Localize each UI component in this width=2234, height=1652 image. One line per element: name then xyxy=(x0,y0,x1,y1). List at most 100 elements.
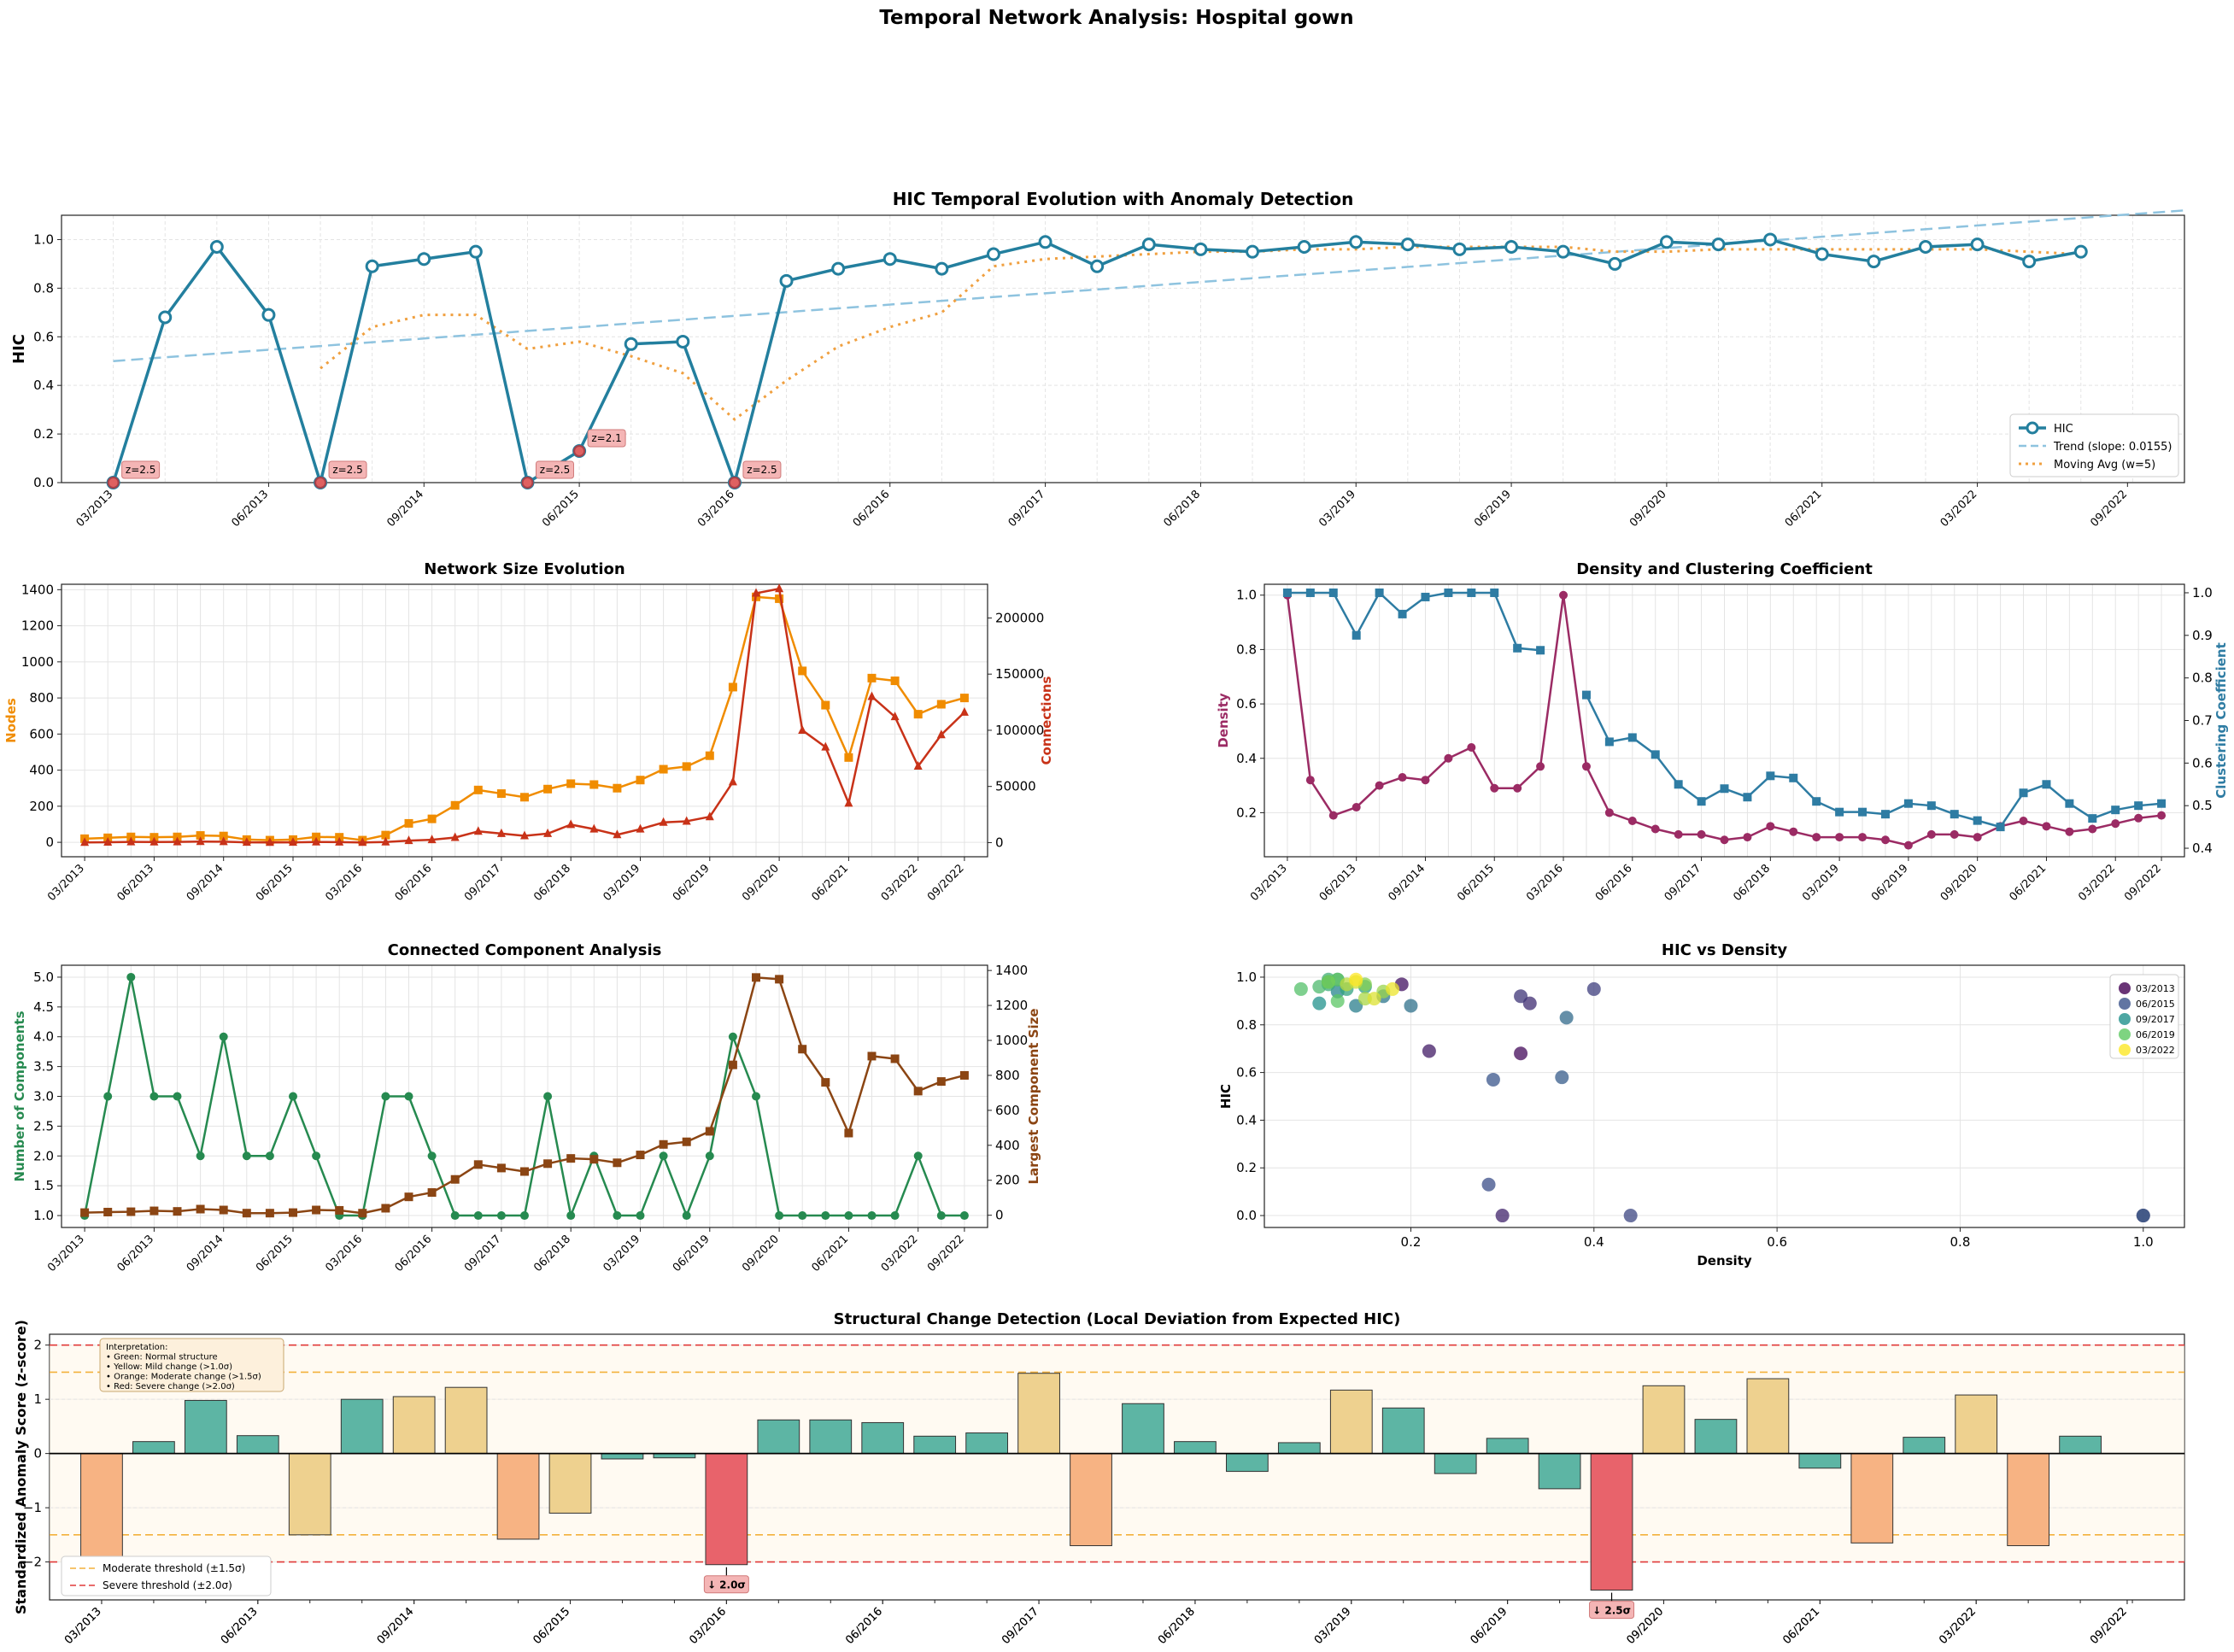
clustering-point xyxy=(1812,797,1821,806)
y2-tick-label: 1000 xyxy=(995,1033,1028,1048)
density-point xyxy=(1375,781,1384,790)
density-point xyxy=(2157,811,2167,820)
anomaly-bar xyxy=(1642,1385,1686,1455)
chart-title: Structural Change Detection (Local Devia… xyxy=(834,1310,1401,1328)
anomaly-bar xyxy=(809,1419,853,1455)
y-tick-label: 2.0 xyxy=(33,1148,54,1163)
largest-component-point xyxy=(496,1163,506,1173)
clustering-point xyxy=(1627,733,1637,742)
largest-component-point xyxy=(473,1160,483,1169)
y-tick-label: 2.5 xyxy=(33,1118,54,1134)
clustering-point xyxy=(2019,788,2028,798)
connections-point xyxy=(566,819,576,829)
largest-component-point xyxy=(821,1078,830,1087)
components-point xyxy=(936,1211,946,1221)
x-tick-label: 06/2013 xyxy=(1317,862,1359,904)
largest-component-point xyxy=(566,1154,576,1163)
x-tick-label: 03/2016 xyxy=(323,1233,365,1274)
x-tick-label: 06/2018 xyxy=(531,862,573,904)
clustering-point xyxy=(1305,588,1315,597)
hic-point xyxy=(1608,256,1622,271)
chart-title: Density and Clustering Coefficient xyxy=(1576,560,1873,578)
connections-point xyxy=(821,741,830,751)
components-point xyxy=(566,1211,576,1221)
y-tick-label: 4.5 xyxy=(33,999,54,1015)
x-axis-label: Density xyxy=(1697,1253,1752,1268)
components-point xyxy=(103,1092,113,1101)
anomaly-badge xyxy=(587,429,626,448)
anomaly-bar xyxy=(496,1453,540,1540)
anomaly-bar xyxy=(757,1419,800,1455)
clustering-point xyxy=(2157,799,2167,808)
x-tick-label: 06/2015 xyxy=(254,1233,296,1274)
clustering-point xyxy=(2134,801,2143,811)
largest-component-point xyxy=(173,1207,182,1216)
y-tick-label: 1.0 xyxy=(1236,970,1257,985)
anomaly-z-label: z=2.5 xyxy=(332,464,362,476)
clustering-point xyxy=(2111,805,2120,815)
x-tick-label: 09/2017 xyxy=(1000,1605,1041,1647)
anomaly-marker xyxy=(728,477,741,489)
x-tick-label: 06/2016 xyxy=(1593,862,1635,904)
largest-component-point xyxy=(728,1060,737,1069)
plot-frame xyxy=(1264,964,2185,1228)
nodes-point xyxy=(496,789,506,799)
components-point xyxy=(752,1092,760,1101)
x-tick-label: 06/2016 xyxy=(851,488,893,530)
clustering-line xyxy=(1287,591,1541,652)
x-tick-label: 06/2019 xyxy=(671,862,712,904)
scatter-point xyxy=(1330,993,1345,1008)
density-point xyxy=(1743,833,1752,842)
components-point xyxy=(404,1092,413,1101)
anomaly-bar xyxy=(965,1432,1009,1455)
anomaly-legend: Moderate threshold (±1.5σ) Severe thresho… xyxy=(61,1555,272,1596)
anomaly-marker xyxy=(573,445,586,458)
clustering-point xyxy=(1604,737,1614,747)
hic-point xyxy=(468,244,483,259)
density-point xyxy=(1651,824,1660,834)
nodes-point xyxy=(959,694,969,703)
x-tick-label: 09/2022 xyxy=(2088,1605,2130,1647)
density-point xyxy=(1305,776,1315,785)
anomaly-bar xyxy=(1590,1453,1633,1591)
components-point xyxy=(890,1211,900,1221)
x-tick-label: 03/2016 xyxy=(323,862,365,904)
largest-component-point xyxy=(752,973,760,982)
clustering-point xyxy=(1766,771,1775,781)
hic-point xyxy=(1763,232,1778,247)
connections-point xyxy=(659,817,668,826)
scatter-point xyxy=(1322,975,1336,989)
x-tick-label: 09/2022 xyxy=(925,862,967,904)
clustering-point xyxy=(1697,797,1706,806)
largest-component-point xyxy=(103,1207,113,1216)
y-tick-label: 800 xyxy=(29,690,54,706)
nodes-point xyxy=(543,784,553,794)
largest-component-point xyxy=(890,1054,900,1063)
legend-box xyxy=(61,1555,272,1596)
y-tick-label: −1 xyxy=(23,1500,42,1515)
connections-point xyxy=(126,836,136,846)
nodes-point xyxy=(636,776,645,785)
y2-tick-label: 0 xyxy=(995,835,1004,850)
components-point xyxy=(173,1092,182,1101)
x-tick-label: 06/2021 xyxy=(809,862,851,904)
hic-legend: HIC Trend (slope: 0.0155) Moving Avg (w=5) xyxy=(2009,413,2179,477)
components-point xyxy=(682,1211,691,1221)
y-tick-label: 0.4 xyxy=(1236,1112,1257,1128)
nodes-point xyxy=(867,673,877,682)
components-point xyxy=(242,1151,251,1161)
scatter-point xyxy=(1404,999,1418,1013)
hic-point xyxy=(1400,237,1415,252)
charts-layer: 0.00.20.40.60.81.003/2013 06/2013 09/2014 0… xyxy=(3,189,2229,1647)
x-tick-label: 06/2019 xyxy=(1472,488,1514,530)
scatter-point xyxy=(1514,1046,1528,1061)
y-axis-label: HIC xyxy=(10,334,28,364)
y2-tick-label: 50000 xyxy=(995,779,1036,794)
components-chart: 1.0 1.5 2.0 2.5 3.0 3.5 4.0 4.5 5.0 03/2013 06/201… xyxy=(12,941,1041,1274)
components-point xyxy=(613,1211,622,1221)
components-point xyxy=(867,1211,877,1221)
x-tick-label: 0.6 xyxy=(1767,1234,1787,1250)
density-point xyxy=(1467,743,1476,753)
clustering-point xyxy=(2088,814,2097,823)
clustering-point xyxy=(2065,799,2074,808)
